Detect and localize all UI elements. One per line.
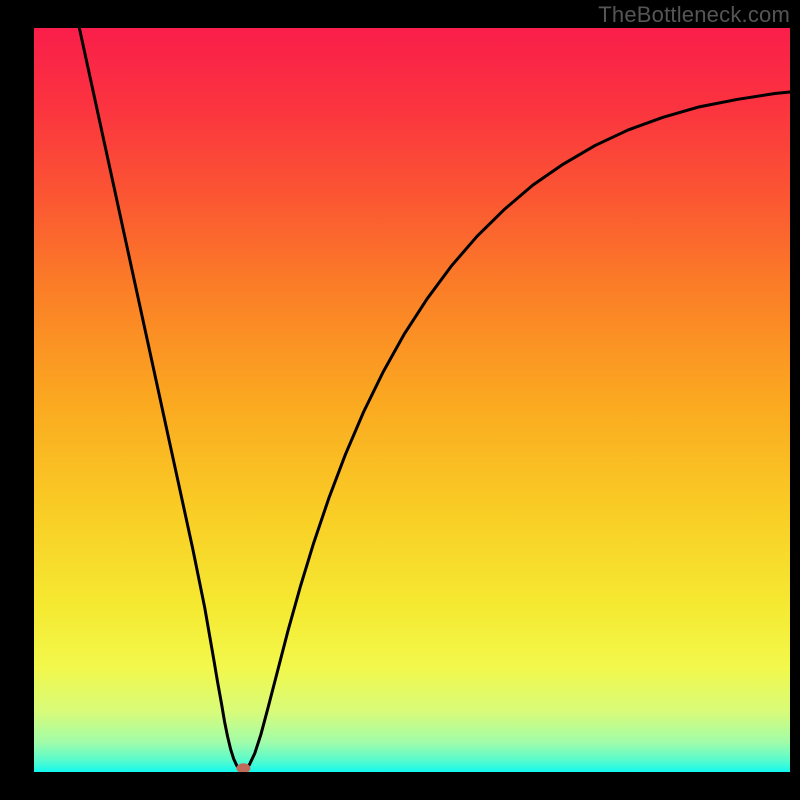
plot-area <box>34 28 790 772</box>
chart-svg <box>34 28 790 772</box>
chart-background <box>34 28 790 772</box>
chart-frame: TheBottleneck.com <box>0 0 800 800</box>
watermark-text: TheBottleneck.com <box>598 2 790 28</box>
